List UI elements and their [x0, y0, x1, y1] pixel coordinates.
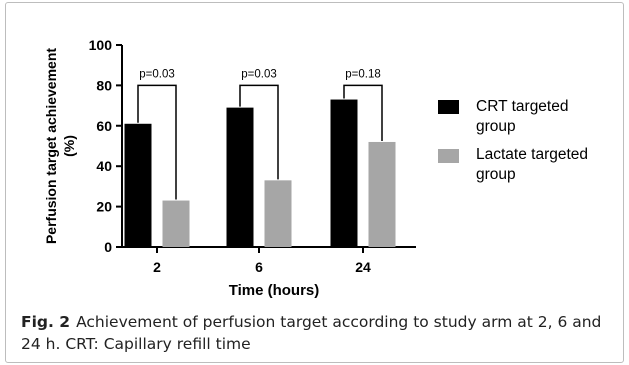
- y-tick-label: 0: [104, 239, 112, 255]
- bar-crt-24: [330, 99, 358, 247]
- y-tick-label: 40: [96, 158, 112, 174]
- y-tick-label: 60: [96, 118, 112, 134]
- y-tick-label: 80: [96, 77, 112, 93]
- bar-chart: 0 20 40 60 80 100 Perfusion target achievement…: [43, 37, 588, 299]
- x-tick-label: 2: [153, 259, 161, 275]
- y-axis-label-line-1: Perfusion target achievement: [43, 48, 59, 244]
- bar-lactate-24: [368, 141, 396, 247]
- legend-label-2-line-1: Lactate targeted: [476, 146, 588, 163]
- bar-lactate-6: [264, 180, 292, 247]
- figure-label: Fig. 2: [21, 313, 71, 331]
- x-axis-label: Time (hours): [229, 282, 320, 299]
- figure-frame: 0 20 40 60 80 100 Perfusion target achievement…: [5, 2, 624, 363]
- x-tick-label: 6: [255, 259, 263, 275]
- y-axis-label-line-2: (%): [61, 135, 77, 157]
- legend-label-2-line-2: group: [476, 166, 516, 183]
- bar-crt-6: [226, 107, 254, 248]
- y-tick-label: 100: [89, 37, 113, 53]
- legend-swatch-1: [438, 100, 459, 114]
- x-tick-label: 24: [355, 259, 371, 275]
- significance-bracket: [239, 84, 279, 180]
- p-value-annotation: p=0.18: [345, 68, 381, 80]
- bar-lactate-2: [162, 200, 190, 247]
- bar-crt-2: [124, 123, 152, 247]
- legend-swatch-2: [438, 149, 459, 163]
- figure-caption: Fig. 2 Achievement of perfusion target ac…: [21, 311, 621, 355]
- caption-text: Achievement of perfusion target accordin…: [21, 313, 602, 353]
- legend-label-1-line-2: group: [476, 118, 516, 135]
- p-value-annotation: p=0.03: [241, 68, 277, 80]
- p-value-annotation: p=0.03: [139, 68, 175, 80]
- significance-bracket: [343, 84, 383, 141]
- legend-label-1-line-1: CRT targeted: [476, 98, 568, 115]
- y-tick-label: 20: [96, 199, 112, 215]
- significance-bracket: [137, 84, 177, 200]
